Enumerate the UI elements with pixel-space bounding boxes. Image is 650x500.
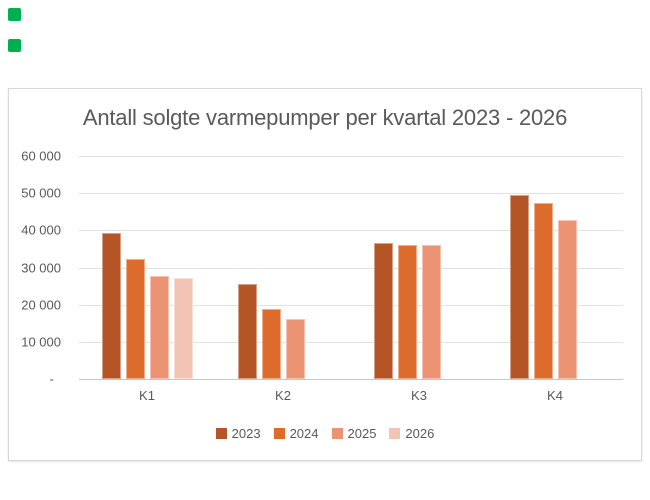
green-marker-bottom bbox=[8, 39, 21, 52]
bar-cluster-k2 bbox=[237, 156, 329, 379]
bar-2023-k3[interactable] bbox=[373, 243, 393, 379]
legend-item-2023[interactable]: 2023 bbox=[215, 426, 261, 441]
bar-2023-k1[interactable] bbox=[101, 232, 121, 379]
y-axis-labels[interactable]: 60 000 50 000 40 000 30 000 20 000 10 000 - bbox=[9, 149, 61, 387]
bar-series-area bbox=[79, 156, 623, 379]
legend-swatch-2023 bbox=[215, 428, 227, 439]
y-axis-tick-label: 60 000 bbox=[21, 148, 61, 164]
bar-2024-k4[interactable] bbox=[533, 203, 553, 379]
legend-swatch-2025 bbox=[331, 428, 343, 439]
y-axis-tick-label: 40 000 bbox=[21, 222, 61, 238]
bar-2026-k1[interactable] bbox=[173, 277, 193, 379]
legend-item-2025[interactable]: 2025 bbox=[331, 426, 377, 441]
category-axis-line bbox=[79, 379, 623, 380]
x-axis-tick-label-k4: K4 bbox=[547, 388, 563, 403]
x-axis-tick-label-k3: K3 bbox=[411, 388, 427, 403]
green-marker-top bbox=[8, 8, 21, 21]
plot-area bbox=[79, 156, 623, 380]
gridline bbox=[79, 268, 623, 269]
x-axis-tick-label-k1: K1 bbox=[139, 388, 155, 403]
x-axis-tick-label-k2: K2 bbox=[275, 388, 291, 403]
bar-cluster-k1 bbox=[101, 156, 193, 379]
bar-2023-k2[interactable] bbox=[237, 283, 257, 379]
bar-2024-k1[interactable] bbox=[125, 259, 145, 379]
y-axis-tick-label: 50 000 bbox=[21, 185, 61, 201]
bar-2025-k3[interactable] bbox=[421, 244, 441, 379]
y-axis-tick-label: 10 000 bbox=[21, 334, 61, 350]
legend-label-2026: 2026 bbox=[405, 426, 435, 441]
bar-2023-k4[interactable] bbox=[509, 195, 529, 379]
legend-item-2024[interactable]: 2024 bbox=[273, 426, 319, 441]
chart-container[interactable]: Antall solgte varmepumper per kvartal 20… bbox=[8, 88, 642, 461]
bar-2025-k4[interactable] bbox=[557, 220, 577, 379]
legend-swatch-2026 bbox=[389, 428, 401, 439]
legend-label-2024: 2024 bbox=[289, 426, 319, 441]
legend-label-2025: 2025 bbox=[347, 426, 377, 441]
bar-2024-k3[interactable] bbox=[397, 245, 417, 379]
y-axis-tick-label: 20 000 bbox=[21, 297, 61, 313]
bar-2024-k2[interactable] bbox=[261, 308, 281, 379]
chart-title[interactable]: Antall solgte varmepumper per kvartal 20… bbox=[82, 105, 568, 130]
bar-cluster-k4 bbox=[509, 156, 601, 379]
y-axis-tick-label: - bbox=[49, 371, 54, 387]
x-axis-labels[interactable]: K1 K2 K3 K4 bbox=[79, 388, 623, 403]
bar-2025-k1[interactable] bbox=[149, 276, 169, 379]
legend-swatch-2024 bbox=[273, 428, 285, 439]
gridline bbox=[79, 193, 623, 194]
gridline bbox=[79, 342, 623, 343]
legend-label-2023: 2023 bbox=[231, 426, 261, 441]
bar-2025-k2[interactable] bbox=[285, 318, 305, 379]
y-axis-tick-label: 30 000 bbox=[21, 260, 61, 276]
legend-item-2026[interactable]: 2026 bbox=[389, 426, 434, 441]
legend[interactable]: 2023 2024 2025 2026 bbox=[9, 426, 641, 441]
gridline bbox=[79, 230, 623, 231]
gridline bbox=[79, 156, 623, 157]
bar-cluster-k3 bbox=[373, 156, 465, 379]
gridline bbox=[79, 305, 623, 306]
